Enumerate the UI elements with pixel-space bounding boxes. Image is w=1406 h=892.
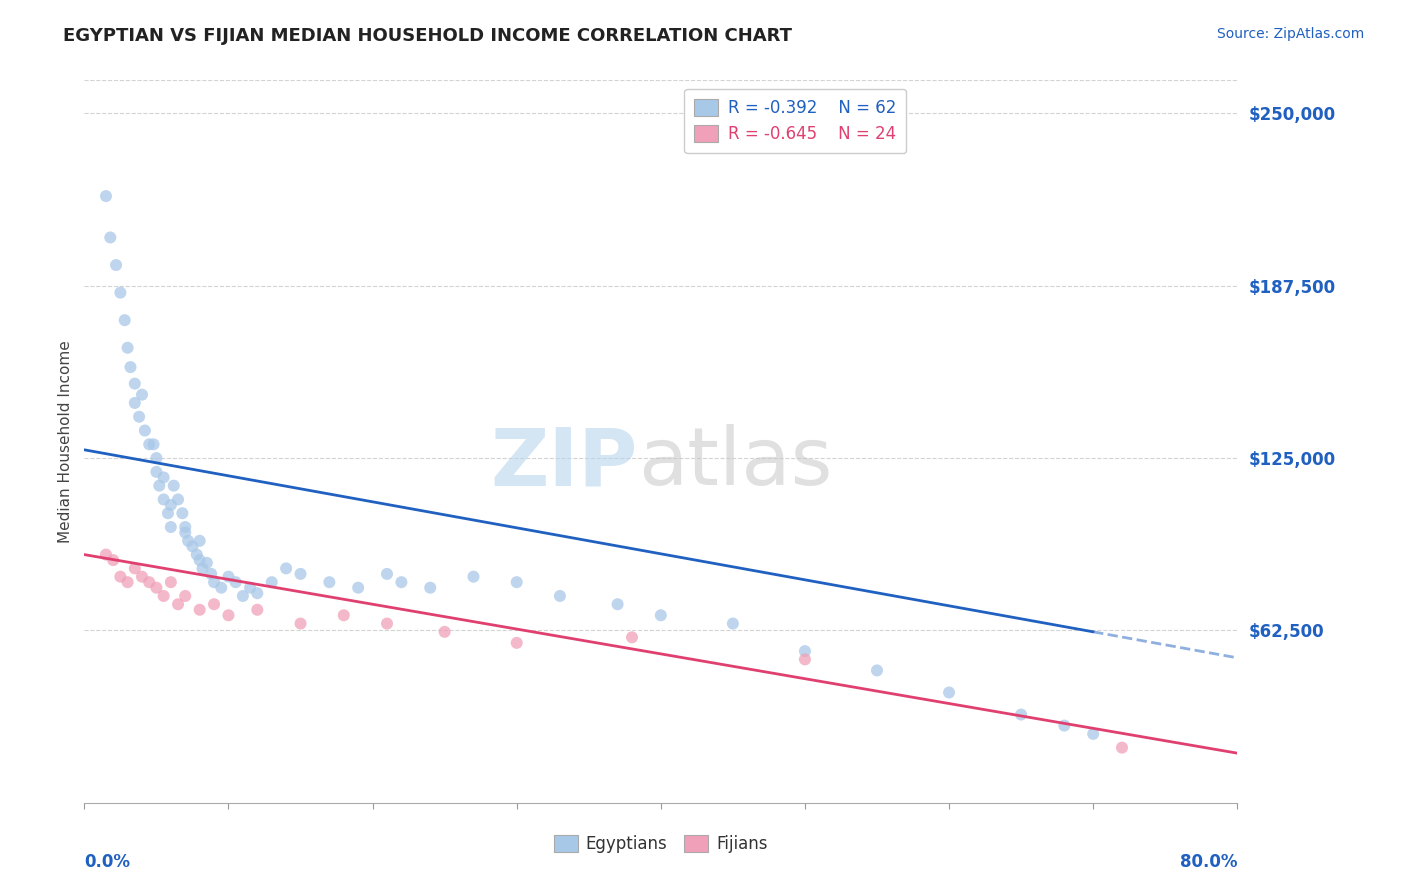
Point (191, 561, 214, 575)
Point (145, 451, 167, 466)
Point (103, 553, 124, 567)
Point (463, 569, 485, 583)
Point (202, 575, 225, 590)
Point (94, 548, 117, 562)
Point (105, 258, 128, 272)
Point (167, 597, 190, 611)
Point (186, 548, 208, 562)
Point (506, 636, 529, 650)
Point (117, 575, 139, 590)
Point (333, 608, 356, 623)
Point (318, 575, 340, 590)
Point (145, 465, 167, 479)
Point (202, 597, 225, 611)
Point (117, 341, 139, 355)
Point (218, 569, 240, 583)
Text: 0.0%: 0.0% (84, 854, 131, 871)
Point (1111, 740, 1133, 755)
Point (246, 603, 269, 617)
Point (160, 520, 183, 534)
Point (138, 437, 160, 451)
Point (128, 409, 150, 424)
Point (433, 624, 456, 639)
Point (391, 575, 413, 590)
Point (174, 589, 197, 603)
Point (152, 492, 174, 507)
Point (239, 581, 262, 595)
Point (152, 470, 174, 484)
Point (163, 478, 186, 492)
Point (120, 360, 142, 375)
Text: Source: ZipAtlas.com: Source: ZipAtlas.com (1216, 27, 1364, 41)
Point (124, 561, 146, 575)
Text: ZIP: ZIP (491, 425, 638, 502)
Point (148, 478, 170, 492)
Point (131, 387, 153, 401)
Point (98, 230, 121, 244)
Point (188, 553, 211, 567)
Point (1010, 707, 1032, 722)
Point (181, 539, 204, 553)
Point (419, 581, 441, 595)
Point (606, 597, 628, 611)
Point (232, 589, 254, 603)
Y-axis label: Median Household Income: Median Household Income (58, 340, 73, 543)
Point (506, 575, 529, 590)
Point (134, 424, 156, 438)
Point (188, 533, 211, 548)
Point (145, 581, 167, 595)
Point (794, 644, 817, 658)
Point (650, 608, 672, 623)
Point (114, 313, 136, 327)
Point (172, 506, 194, 520)
Point (188, 603, 211, 617)
Point (290, 616, 312, 631)
Point (167, 492, 190, 507)
Text: 80.0%: 80.0% (1180, 854, 1237, 871)
Point (177, 533, 200, 548)
Point (1083, 727, 1105, 741)
Point (124, 376, 146, 391)
Point (160, 498, 183, 512)
Point (174, 520, 197, 534)
Point (200, 566, 222, 581)
Point (174, 525, 197, 540)
Point (347, 581, 370, 595)
Point (156, 506, 179, 520)
Point (866, 664, 889, 678)
Point (218, 608, 240, 623)
Point (195, 556, 218, 570)
Text: atlas: atlas (638, 425, 832, 502)
Point (138, 575, 160, 590)
Point (260, 575, 283, 590)
Legend: Egyptians, Fijians: Egyptians, Fijians (547, 828, 775, 860)
Point (276, 561, 298, 575)
Point (246, 586, 269, 600)
Point (110, 569, 132, 583)
Point (160, 575, 183, 590)
Point (1053, 718, 1076, 732)
Point (548, 589, 571, 603)
Point (225, 575, 247, 590)
Point (375, 616, 398, 631)
Point (142, 437, 165, 451)
Point (110, 285, 132, 300)
Point (621, 631, 644, 645)
Point (794, 652, 817, 666)
Point (152, 589, 174, 603)
Point (131, 569, 153, 583)
Point (938, 685, 960, 699)
Point (94, 189, 117, 203)
Point (721, 616, 744, 631)
Point (290, 566, 312, 581)
Point (209, 581, 232, 595)
Text: EGYPTIAN VS FIJIAN MEDIAN HOUSEHOLD INCOME CORRELATION CHART: EGYPTIAN VS FIJIAN MEDIAN HOUSEHOLD INCO… (63, 27, 792, 45)
Point (375, 566, 398, 581)
Point (124, 396, 146, 410)
